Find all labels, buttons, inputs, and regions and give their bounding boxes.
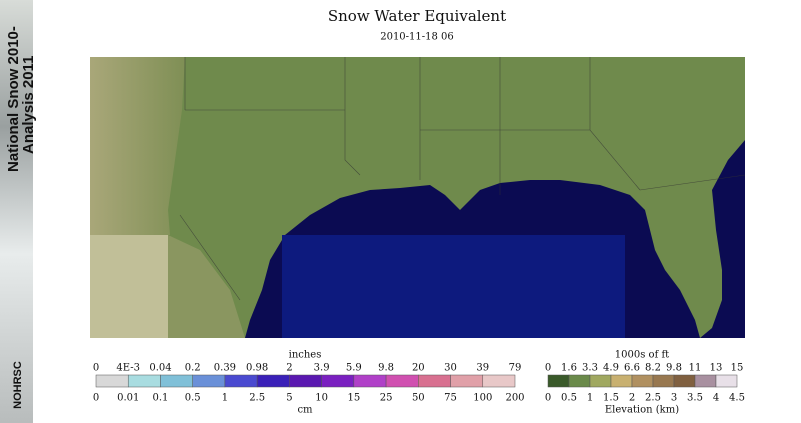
legend-label: 0.04 <box>149 363 171 374</box>
legend-swatch <box>715 374 738 388</box>
legend-swatch <box>589 374 612 388</box>
banner-line: National Snow 2010- <box>5 26 22 172</box>
banner-text: National Snow 2010- Analysis 2011 <box>5 26 37 172</box>
map <box>90 57 746 338</box>
legend-label: 2 <box>629 393 635 404</box>
legend-label: 20 <box>412 363 425 374</box>
legend-unit: cm <box>297 405 313 416</box>
state-borders <box>179 57 746 301</box>
legend-swatch <box>224 374 258 388</box>
legend-label: 9.8 <box>666 363 682 374</box>
legend-label: 3.3 <box>582 363 598 374</box>
legend-label: 5 <box>286 393 292 404</box>
legend-swatch <box>385 374 419 388</box>
legend-label: 30 <box>444 363 457 374</box>
legend-unit: inches <box>289 350 322 361</box>
legend-swatch <box>192 374 226 388</box>
legend-swatch <box>289 374 322 388</box>
legend-swatch <box>321 374 355 388</box>
legend-label: 3.5 <box>687 393 703 404</box>
legend-label: 25 <box>380 393 393 404</box>
legend-label: 13 <box>710 363 723 374</box>
legend-swatch <box>482 374 516 388</box>
elev-legend: 1000s of ft Elevation (km) 0 0 1.6 0.5 3.3 1 4… <box>545 350 745 416</box>
legend-swatch <box>160 374 193 388</box>
legend-label: 1 <box>587 393 593 404</box>
ocean-box <box>282 235 625 338</box>
legend-label: 2.5 <box>249 393 265 404</box>
legend-unit: 1000s of ft <box>615 350 669 361</box>
legend-swatch <box>256 374 290 388</box>
legend-label: 0.98 <box>246 363 268 374</box>
hills <box>168 235 245 338</box>
legend-label: 75 <box>444 393 457 404</box>
legend-label: 0.5 <box>185 393 201 404</box>
banner-line: Analysis 2011 <box>20 56 37 154</box>
banner <box>0 0 33 423</box>
legend-label: 0.39 <box>214 363 236 374</box>
legend-label: 5.9 <box>346 363 362 374</box>
legend-swatch <box>418 374 451 388</box>
legend-label: 8.2 <box>645 363 661 374</box>
legend-label: 10 <box>315 393 328 404</box>
logo-text: NOHRSC <box>12 361 24 409</box>
legend-label: 0.2 <box>185 363 201 374</box>
legend-label: 3.9 <box>314 363 330 374</box>
legend-swatch <box>652 374 675 388</box>
legend-swatch <box>353 374 387 388</box>
legend-swatch <box>694 374 717 388</box>
title: Snow Water Equivalent <box>328 7 506 25</box>
legend-swatch <box>95 374 129 388</box>
legend-unit: Elevation (km) <box>605 405 679 416</box>
legend-label: 0 <box>93 393 99 404</box>
legend-label: 50 <box>412 393 425 404</box>
legend-label: 4 <box>713 393 719 404</box>
legend-label: 9.8 <box>378 363 394 374</box>
plains <box>90 57 185 235</box>
legend-label: 2.5 <box>645 393 661 404</box>
date: 2010-11-18 06 <box>380 32 454 43</box>
legend-swatch <box>547 374 570 388</box>
legend-swatch <box>127 374 161 388</box>
mexico-box <box>90 235 168 338</box>
legend-swatch <box>673 374 696 388</box>
legend-label: 2 <box>286 363 292 374</box>
legend-label: 4E-3 <box>116 363 140 374</box>
legend-label: 15 <box>731 363 744 374</box>
legend-label: 1 <box>222 393 228 404</box>
legend-label: 0 <box>93 363 99 374</box>
legend-label: 0.1 <box>153 393 169 404</box>
atlantic <box>700 140 745 338</box>
legend-label: 39 <box>476 363 489 374</box>
logo: NOHRSC <box>12 361 24 409</box>
legend-label: 100 <box>473 393 492 404</box>
legend-swatch <box>450 374 484 388</box>
legend-swatch <box>610 374 633 388</box>
legend-swatch <box>568 374 591 388</box>
legend-label: 0.5 <box>561 393 577 404</box>
legend-label: 79 <box>509 363 522 374</box>
legend-label: 4.9 <box>603 363 619 374</box>
legend-label: 1.5 <box>603 393 619 404</box>
legend-label: 0.01 <box>117 393 139 404</box>
legend-swatch <box>631 374 654 388</box>
legend-label: 200 <box>505 393 524 404</box>
swe-legend: inches cm 0 0 4E-3 0.01 0.04 0.1 0.2 0.5 0.39 1 0.… <box>93 350 525 416</box>
legend-label: 11 <box>689 363 702 374</box>
legend-label: 6.6 <box>624 363 640 374</box>
legend-label: 4.5 <box>729 393 745 404</box>
legend-label: 0 <box>545 393 551 404</box>
legend-label: 15 <box>347 393 360 404</box>
legend-label: 1.6 <box>561 363 577 374</box>
legend-label: 0 <box>545 363 551 374</box>
legend-label: 3 <box>671 393 677 404</box>
